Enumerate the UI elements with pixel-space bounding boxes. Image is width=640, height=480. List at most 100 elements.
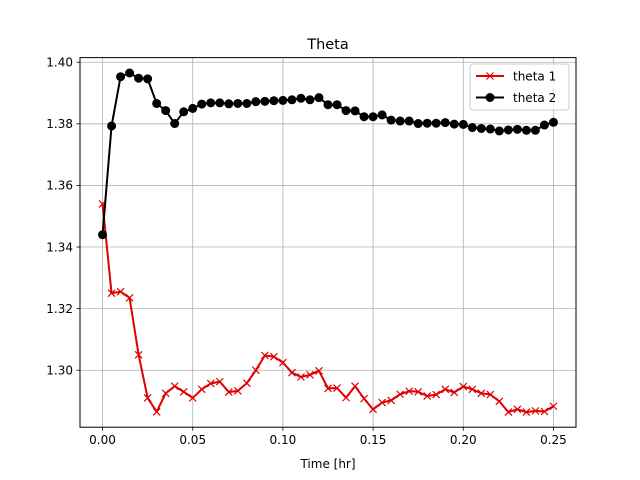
data-point-theta-2	[170, 119, 180, 129]
data-point-theta-1	[288, 368, 296, 377]
data-point-theta-2	[314, 93, 324, 103]
data-point-theta-2	[539, 120, 549, 130]
legend-marker	[485, 93, 495, 102]
data-point-theta-1	[450, 388, 459, 397]
data-point-theta-1	[152, 407, 161, 416]
data-point-theta-2	[512, 124, 522, 134]
data-point-theta-2	[332, 100, 342, 110]
x-tick-label: 0.10	[270, 433, 297, 447]
data-point-theta-1	[260, 351, 269, 360]
data-point-theta-2	[224, 99, 234, 109]
y-tick-label: 1.40	[46, 56, 73, 70]
data-point-theta-2	[449, 119, 459, 129]
x-tick-label: 0.00	[89, 433, 116, 447]
data-point-theta-1	[116, 287, 125, 296]
data-point-theta-2	[485, 124, 495, 134]
data-point-theta-2	[386, 115, 396, 125]
data-point-theta-2	[404, 116, 414, 126]
data-point-theta-1	[477, 389, 486, 398]
data-point-theta-2	[233, 98, 243, 108]
data-point-theta-2	[269, 96, 279, 106]
data-point-theta-1	[161, 389, 170, 398]
data-point-theta-2	[260, 96, 270, 106]
data-point-theta-2	[368, 112, 378, 122]
data-point-theta-2	[458, 119, 468, 129]
data-point-theta-1	[549, 402, 558, 411]
data-point-theta-2	[98, 230, 108, 240]
data-point-theta-2	[188, 103, 198, 113]
data-point-theta-2	[125, 68, 135, 78]
axis-ticks: 0.00 0.05 0.10 0.15 0.20 0.25 1.30 1.32 1.34 1.36…	[46, 56, 567, 448]
legend-entry-theta-2: theta 2	[476, 91, 556, 105]
data-point-theta-1	[459, 382, 468, 391]
data-point-theta-1	[468, 385, 477, 394]
data-point-theta-2	[296, 93, 306, 103]
series-layer	[98, 68, 558, 417]
data-point-theta-1	[504, 408, 513, 417]
data-point-theta-1	[351, 382, 359, 391]
data-point-theta-2	[395, 116, 405, 126]
data-point-theta-1	[251, 366, 260, 375]
data-point-theta-1	[414, 387, 423, 396]
data-point-theta-2	[413, 119, 423, 129]
data-point-theta-1	[179, 387, 188, 396]
data-point-theta-1	[333, 384, 341, 393]
data-point-theta-1	[441, 385, 450, 394]
data-point-theta-2	[305, 95, 315, 105]
data-point-theta-1	[143, 394, 152, 402]
x-tick-label: 0.05	[179, 433, 206, 447]
data-point-theta-2	[251, 97, 261, 107]
x-tick-label: 0.20	[450, 433, 477, 447]
data-point-theta-2	[215, 98, 225, 108]
legend-label: theta 1	[513, 69, 556, 83]
data-point-theta-1	[522, 408, 531, 417]
data-point-theta-1	[423, 392, 432, 401]
series-theta-1	[98, 199, 558, 417]
data-point-theta-1	[342, 393, 350, 402]
legend: theta 1 theta 2	[469, 63, 570, 111]
data-point-theta-2	[530, 125, 540, 135]
data-point-theta-1	[197, 385, 206, 394]
data-point-theta-2	[431, 118, 441, 128]
data-point-theta-1	[486, 390, 495, 399]
data-point-theta-1	[387, 396, 396, 405]
data-point-theta-1	[188, 394, 197, 402]
data-point-theta-1	[324, 384, 332, 393]
data-point-theta-2	[422, 118, 432, 128]
plot-frame	[79, 57, 577, 428]
data-point-theta-1	[170, 382, 179, 391]
data-point-theta-1	[269, 352, 278, 361]
data-point-theta-2	[179, 107, 189, 117]
data-point-theta-2	[278, 95, 288, 105]
data-point-theta-2	[143, 74, 153, 84]
series-theta-2	[98, 68, 558, 240]
data-point-theta-1	[278, 358, 287, 367]
grid	[80, 57, 576, 428]
data-point-theta-1	[432, 390, 441, 399]
data-point-theta-1	[315, 366, 323, 375]
data-point-theta-1	[107, 289, 116, 298]
data-point-theta-2	[197, 99, 207, 109]
data-point-theta-1	[134, 350, 143, 359]
data-point-theta-1	[360, 394, 368, 403]
data-point-theta-2	[206, 98, 216, 108]
data-point-theta-2	[116, 72, 126, 82]
legend-marker	[486, 72, 494, 80]
y-tick-label: 1.38	[46, 117, 73, 131]
data-point-theta-1	[206, 379, 215, 388]
data-point-theta-1	[396, 390, 405, 399]
data-point-theta-2	[152, 98, 162, 108]
y-tick-label: 1.36	[46, 179, 73, 193]
y-tick-label: 1.30	[46, 364, 73, 378]
data-point-theta-2	[521, 125, 531, 135]
data-point-theta-1	[242, 379, 251, 388]
data-point-theta-1	[297, 373, 305, 381]
data-point-theta-2	[548, 117, 558, 127]
data-point-theta-1	[369, 405, 378, 414]
data-point-theta-2	[242, 98, 252, 108]
data-point-theta-1	[531, 406, 540, 415]
data-point-theta-2	[161, 106, 171, 116]
data-point-theta-2	[503, 125, 513, 135]
data-point-theta-2	[377, 110, 387, 120]
